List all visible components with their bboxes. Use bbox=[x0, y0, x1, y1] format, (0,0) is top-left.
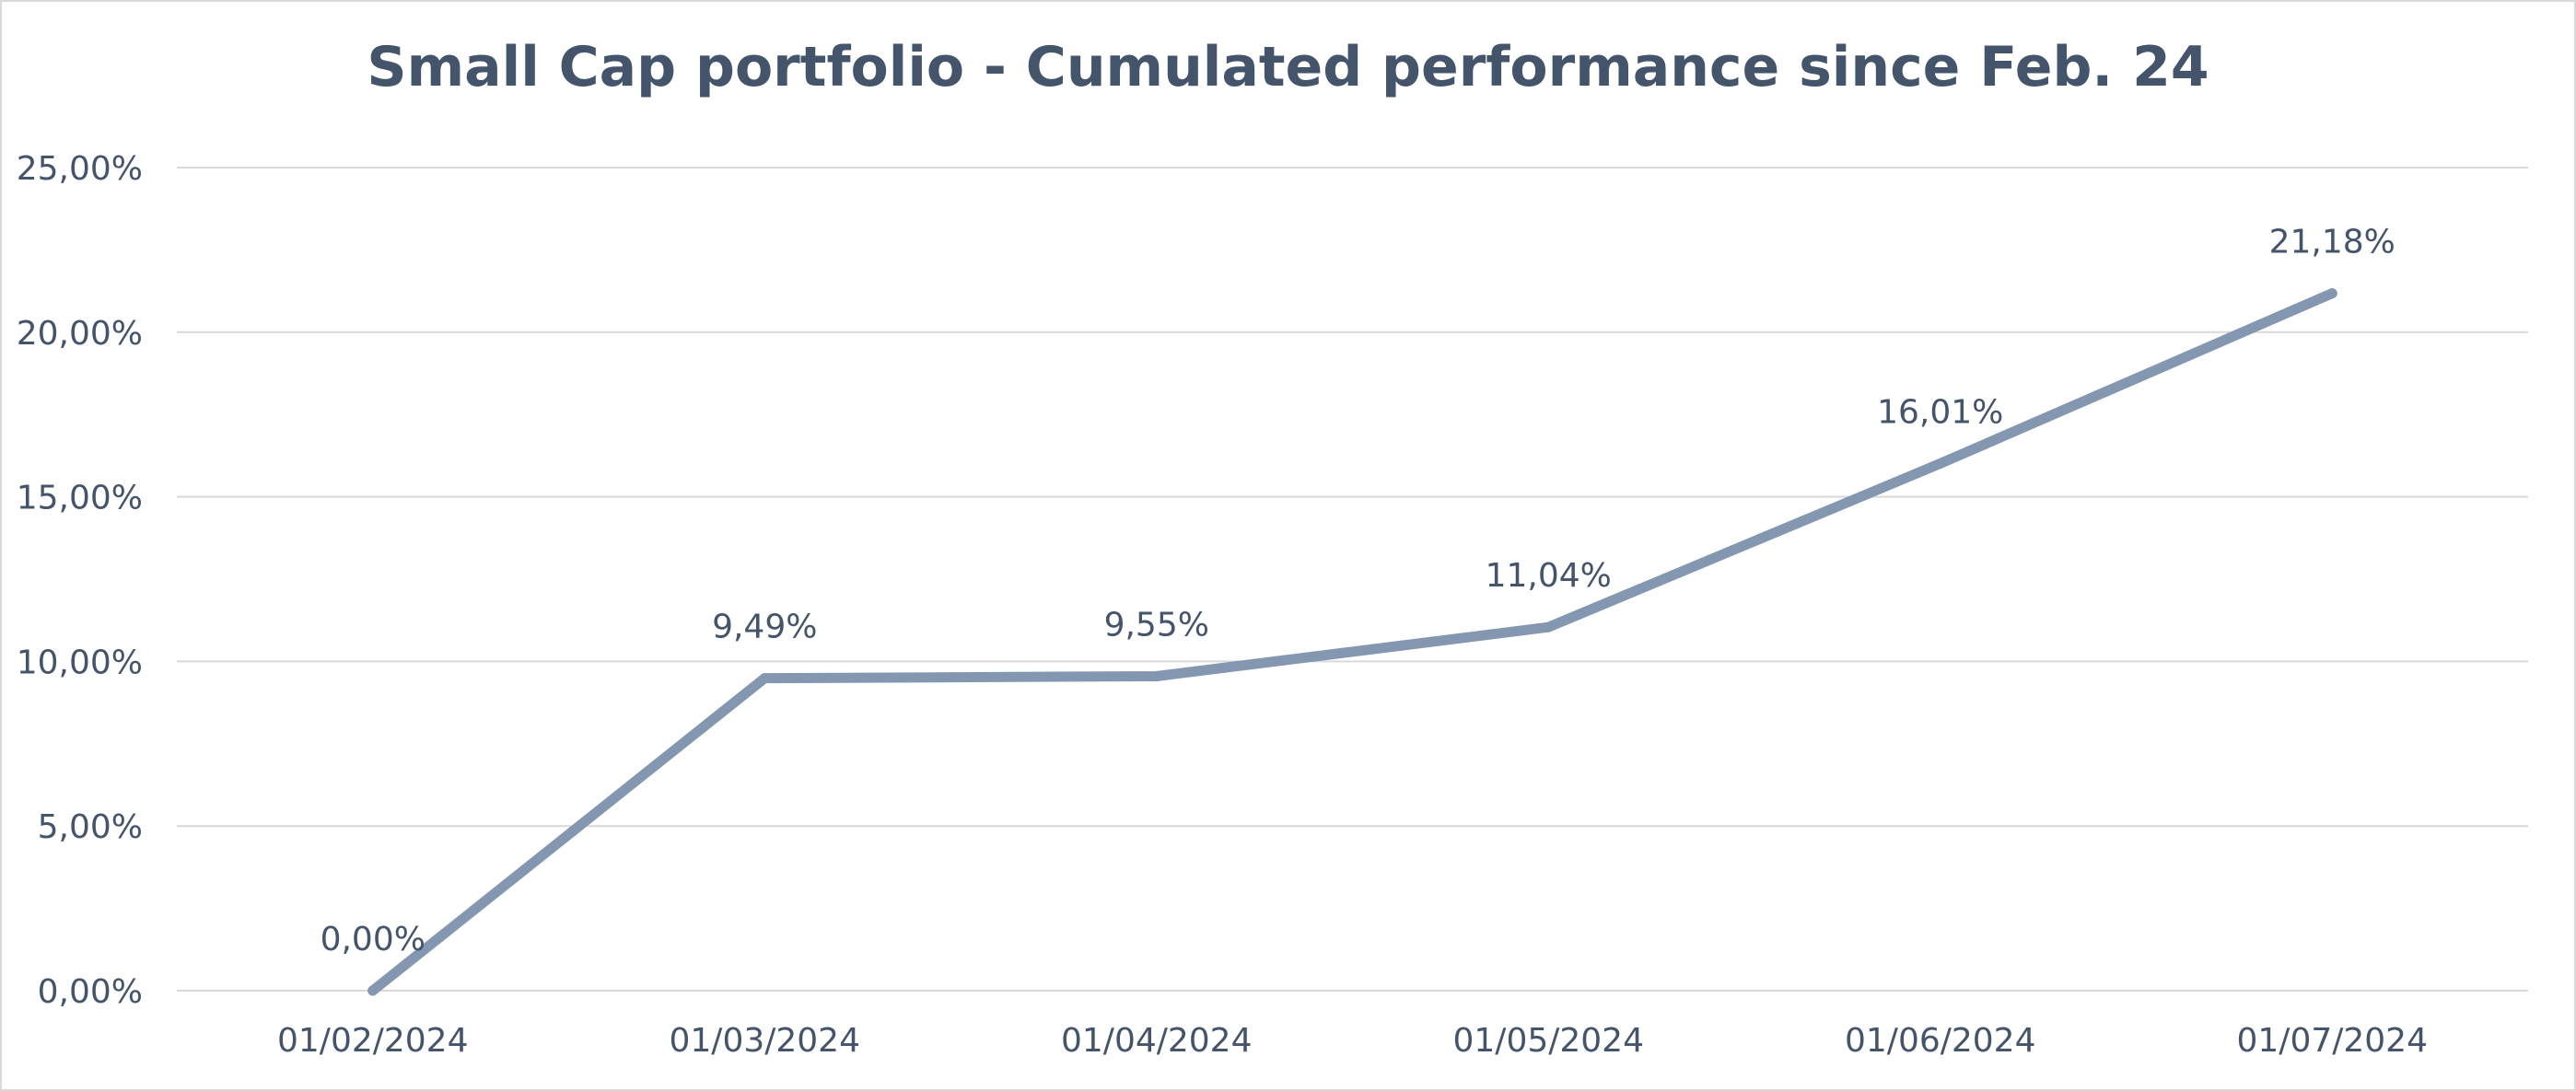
x-axis-tick-labels: 01/02/2024 01/03/2024 01/04/2024 01/05/2024… bbox=[277, 1022, 2428, 1060]
y-tick-label: 5,00% bbox=[38, 808, 143, 846]
data-label: 0,00% bbox=[321, 921, 425, 958]
chart-title: Small Cap portfolio - Cumulated performa… bbox=[367, 35, 2209, 99]
y-tick-label: 25,00% bbox=[17, 150, 143, 188]
data-point bbox=[2326, 288, 2337, 299]
y-tick-label: 15,00% bbox=[17, 480, 143, 517]
data-point bbox=[759, 673, 770, 684]
data-point bbox=[367, 985, 379, 996]
x-tick-label: 01/05/2024 bbox=[1453, 1022, 1645, 1060]
y-tick-label: 10,00% bbox=[17, 644, 143, 681]
x-tick-label: 01/02/2024 bbox=[277, 1022, 469, 1060]
gridlines bbox=[177, 167, 2528, 992]
y-tick-label: 20,00% bbox=[17, 315, 143, 353]
data-label: 9,55% bbox=[1104, 606, 1209, 644]
data-point bbox=[1151, 670, 1162, 681]
data-label: 11,04% bbox=[1486, 557, 1612, 595]
data-point bbox=[1935, 458, 1946, 469]
x-tick-label: 01/07/2024 bbox=[2237, 1022, 2429, 1060]
x-tick-label: 01/06/2024 bbox=[1845, 1022, 2036, 1060]
y-axis-tick-labels: 0,00% 5,00% 10,00% 15,00% 20,00% 25,00% bbox=[17, 150, 143, 1011]
y-tick-label: 0,00% bbox=[38, 973, 143, 1011]
series-layer bbox=[367, 288, 2337, 996]
data-label: 21,18% bbox=[2269, 224, 2395, 261]
data-label: 16,01% bbox=[1877, 393, 2003, 431]
x-tick-label: 01/03/2024 bbox=[670, 1022, 861, 1060]
data-labels: 0,00% 9,49% 9,55% 11,04% 16,01% 21,18% bbox=[321, 224, 2395, 958]
series-line bbox=[367, 288, 2337, 996]
data-point bbox=[1543, 621, 1554, 633]
data-label: 9,49% bbox=[712, 609, 817, 646]
x-tick-label: 01/04/2024 bbox=[1061, 1022, 1253, 1060]
